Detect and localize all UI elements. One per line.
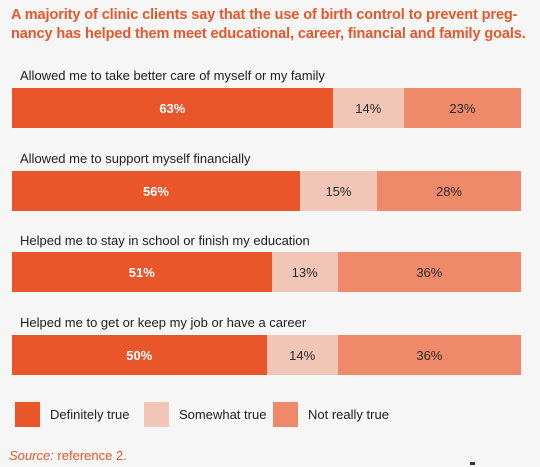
corner-mark <box>470 462 475 465</box>
legend-item-definitely-true: Definitely true <box>15 402 129 427</box>
bar-segment-somewhat-true-4: 14% <box>266 335 338 375</box>
category-label-2: Allowed me to support myself financially <box>20 151 251 166</box>
data-label-not-really-true-1: 23% <box>449 100 476 116</box>
bar-segment-definitely-true-4: 50% <box>12 335 267 375</box>
bar-segment-definitely-true-1: 63% <box>12 88 333 128</box>
data-label-definitely-true-3: 51% <box>128 264 155 280</box>
bar-segment-somewhat-true-1: 14% <box>332 88 404 128</box>
chart-legend: Definitely true Somewhat true Not really… <box>15 402 515 430</box>
chart-title-line-2: nancy has helped them meet educational, … <box>11 26 526 42</box>
bar-segment-not-really-true-2: 28% <box>377 171 521 211</box>
data-label-definitely-true-1: 63% <box>159 100 186 116</box>
legend-item-not-really-true: Not really true <box>273 402 389 427</box>
legend-label-not-really-true: Not really true <box>308 407 389 422</box>
bar-segment-not-really-true-1: 23% <box>403 88 521 128</box>
source-label: Source: <box>9 448 54 463</box>
data-label-not-really-true-3: 36% <box>416 264 443 280</box>
source-note: Source: reference 2. <box>9 448 127 463</box>
legend-item-somewhat-true: Somewhat true <box>144 402 266 427</box>
legend-swatch-definitely-true <box>15 402 40 427</box>
data-label-somewhat-true-2: 15% <box>325 183 352 199</box>
data-label-not-really-true-2: 28% <box>435 183 462 199</box>
legend-swatch-somewhat-true <box>144 402 169 427</box>
data-label-definitely-true-4: 50% <box>126 347 153 363</box>
data-label-somewhat-true-1: 14% <box>355 100 382 116</box>
bar-segment-somewhat-true-3: 13% <box>271 252 338 292</box>
bar-segment-definitely-true-2: 56% <box>12 171 300 211</box>
data-label-somewhat-true-4: 14% <box>289 347 316 363</box>
chart-title-line-1: A majority of clinic clients say that th… <box>11 7 518 23</box>
bar-row-1: 63% 14% 23% <box>12 88 521 128</box>
source-text: reference 2. <box>53 448 127 463</box>
category-label-1: Allowed me to take better care of myself… <box>20 68 325 83</box>
legend-swatch-not-really-true <box>273 402 298 427</box>
chart-title: A majority of clinic clients say that th… <box>11 6 531 44</box>
bar-row-3: 51% 13% 36% <box>12 252 521 292</box>
bar-segment-not-really-true-3: 36% <box>337 252 521 292</box>
bar-segment-not-really-true-4: 36% <box>337 335 521 375</box>
bar-row-2: 56% 15% 28% <box>12 171 521 211</box>
category-label-3: Helped me to stay in school or finish my… <box>20 233 310 248</box>
legend-label-definitely-true: Definitely true <box>50 407 130 422</box>
bar-segment-somewhat-true-2: 15% <box>299 171 378 211</box>
bar-segment-definitely-true-3: 51% <box>12 252 272 292</box>
legend-label-somewhat-true: Somewhat true <box>179 407 267 422</box>
category-label-4: Helped me to get or keep my job or have … <box>20 315 307 330</box>
data-label-definitely-true-2: 56% <box>142 183 169 199</box>
bar-row-4: 50% 14% 36% <box>12 335 521 375</box>
data-label-not-really-true-4: 36% <box>416 347 443 363</box>
data-label-somewhat-true-3: 13% <box>291 264 318 280</box>
